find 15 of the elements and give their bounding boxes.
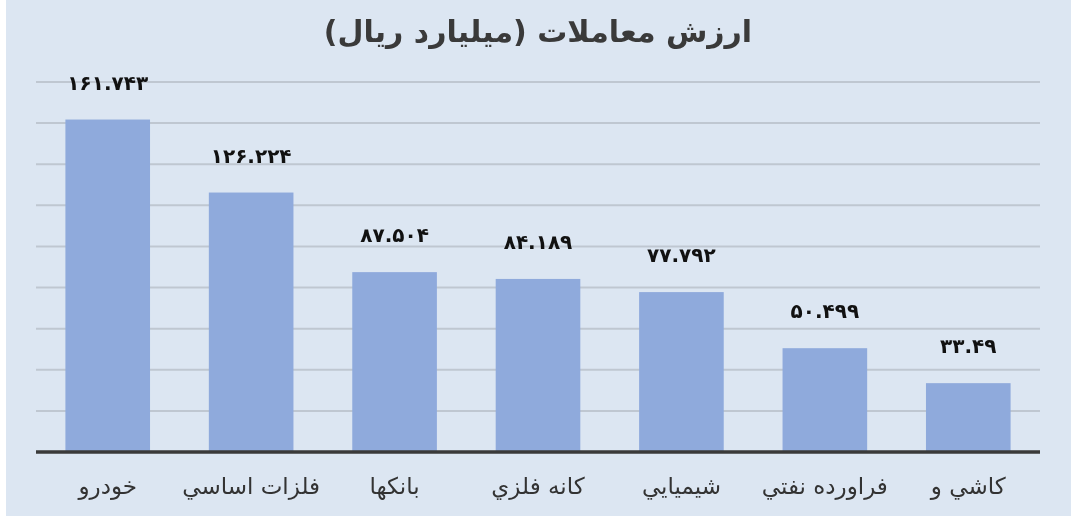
- x-tick-label: شيميايي: [641, 473, 721, 500]
- x-tick-label: فلزات اساسي: [182, 473, 321, 500]
- data-label: ۵۰.۴۹۹: [790, 299, 860, 324]
- data-label: ۸۷.۵۰۴: [360, 223, 429, 248]
- x-tick-label: کانه فلزي: [491, 473, 585, 500]
- data-label: ۱۲۶.۲۲۴: [210, 143, 292, 168]
- x-tick-label: فراورده نفتي: [761, 473, 888, 500]
- chart-title: ارزش معاملات (میلیارد ریال): [323, 14, 753, 49]
- x-tick-label: کاشي و: [929, 473, 1006, 500]
- x-tick-label: خودرو: [77, 473, 137, 500]
- data-label: ۸۴.۱۸۹: [503, 229, 573, 254]
- data-label: ۷۷.۷۹۲: [647, 243, 716, 268]
- x-tick-label: بانکها: [369, 473, 420, 500]
- data-label: ۳۳.۴۹: [940, 334, 997, 359]
- data-label: ۱۶۱.۷۴۳: [67, 70, 149, 95]
